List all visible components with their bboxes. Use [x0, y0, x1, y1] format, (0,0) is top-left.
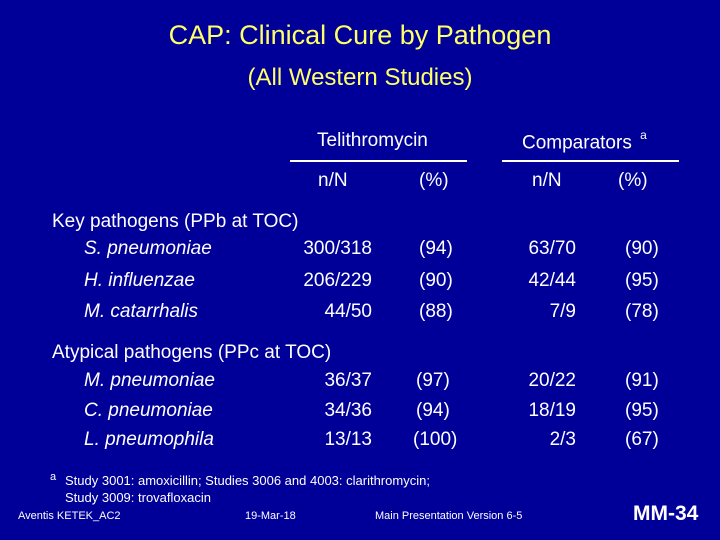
section-key-pathogens: Key pathogens (PPb at TOC): [52, 211, 299, 232]
tel-n-value: 300/318: [303, 238, 372, 259]
comp-pct-value: (95): [625, 400, 659, 421]
pathogen-name: S. pneumoniae: [84, 238, 212, 259]
tel-pct-value: (94): [416, 400, 450, 421]
comparators-header-rule: [502, 160, 679, 162]
footnote-line-1: Study 3001: amoxicillin; Studies 3006 an…: [65, 473, 430, 488]
telithromycin-header: Telithromycin: [317, 130, 428, 151]
comp-n-value: 42/44: [528, 270, 576, 291]
pathogen-name: L. pneumophila: [84, 429, 214, 450]
col-header-tel-pct: (%): [419, 170, 449, 191]
col-header-comp-n: n/N: [532, 170, 562, 191]
pathogen-name: M. pneumoniae: [84, 370, 215, 391]
comp-pct-value: (78): [625, 301, 659, 322]
comp-pct-value: (90): [625, 238, 659, 259]
comp-n-value: 20/22: [528, 370, 576, 391]
footer-date: 19-Mar-18: [245, 510, 296, 522]
slide-subtitle: (All Western Studies): [247, 64, 473, 91]
comp-n-value: 7/9: [549, 301, 576, 322]
col-header-comp-pct: (%): [618, 170, 648, 191]
tel-pct-value: (94): [419, 238, 453, 259]
footer-version: Main Presentation Version 6-5: [375, 510, 523, 522]
tel-pct-value: (100): [413, 429, 458, 450]
comp-n-value: 18/19: [528, 400, 576, 421]
tel-pct-value: (88): [419, 301, 453, 322]
tel-n-value: 13/13: [324, 429, 372, 450]
telithromycin-header-rule: [290, 160, 467, 162]
footer-left-label: Aventis KETEK_AC2: [18, 510, 121, 522]
tel-n-value: 34/36: [324, 400, 372, 421]
tel-n-value: 206/229: [303, 270, 372, 291]
comparators-label: Comparators: [522, 132, 632, 154]
comparators-footnote-marker: a: [640, 128, 647, 142]
comp-pct-value: (95): [625, 270, 659, 291]
slide-id: MM-34: [633, 502, 699, 525]
pathogen-name: M. catarrhalis: [84, 301, 199, 322]
footnote-line-2: Study 3009: trovafloxacin: [65, 490, 211, 505]
comp-pct-value: (67): [625, 429, 659, 450]
col-header-tel-n: n/N: [318, 170, 348, 191]
comp-n-value: 63/70: [528, 238, 576, 259]
comparators-header: Comparators a: [522, 128, 647, 154]
pathogen-name: H. influenzae: [84, 270, 195, 291]
section-atypical-pathogens: Atypical pathogens (PPc at TOC): [52, 342, 332, 363]
pathogen-name: C. pneumoniae: [84, 400, 213, 421]
tel-pct-value: (97): [416, 370, 450, 391]
comp-n-value: 2/3: [549, 429, 576, 450]
tel-pct-value: (90): [419, 270, 453, 291]
comp-pct-value: (91): [625, 370, 659, 391]
tel-n-value: 44/50: [324, 301, 372, 322]
footnote-marker: a: [50, 471, 57, 483]
tel-n-value: 36/37: [324, 370, 372, 391]
slide-title: CAP: Clinical Cure by Pathogen: [168, 20, 552, 50]
